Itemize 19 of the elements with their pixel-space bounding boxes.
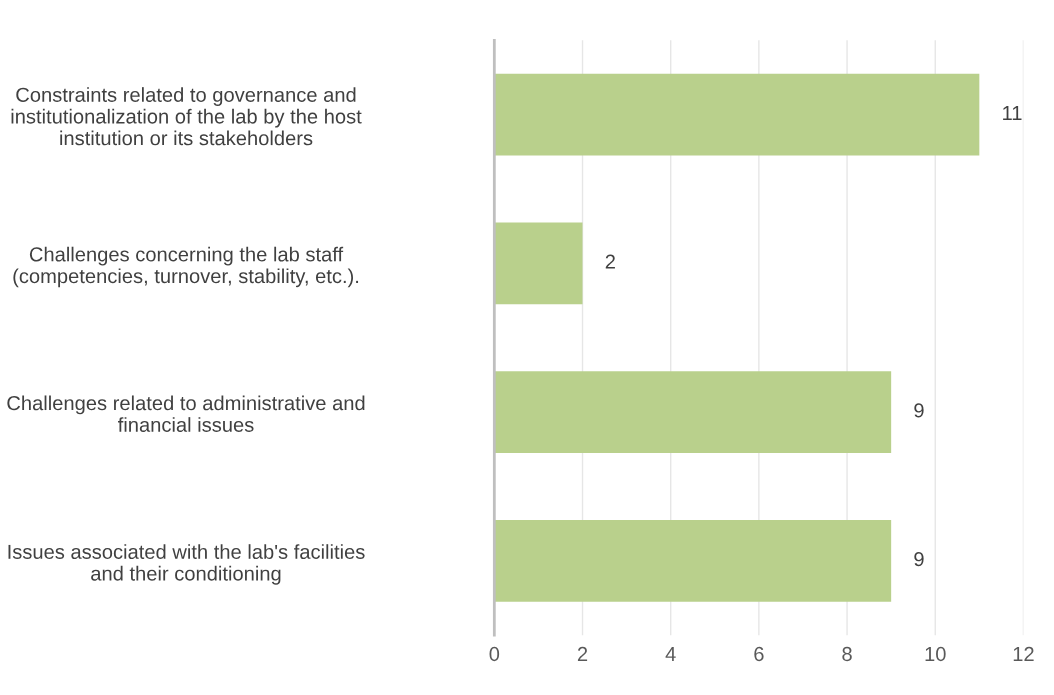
y-tick-label: Issues associated with the lab's facilities and their conditioning xyxy=(8,544,365,585)
x-tick-label: 8 xyxy=(842,646,852,662)
x-tick-label: 0 xyxy=(489,646,500,662)
x-tick-label: 10 xyxy=(925,646,946,662)
bar xyxy=(494,519,892,602)
y-tick-label: Challenges related to administrative and financial issues xyxy=(7,395,365,432)
data-label: 11 xyxy=(1003,106,1022,120)
data-label: 2 xyxy=(605,254,615,269)
bar xyxy=(494,222,583,305)
x-tick-label: 4 xyxy=(665,647,676,661)
y-tick-label: Challenges concerning the lab staff (competencies, turnover, stability, etc.). xyxy=(13,246,359,288)
bar xyxy=(494,73,980,156)
data-label: 9 xyxy=(914,403,924,418)
y-tick-label: Constraints related to governance and institutionalization of the lab by the host institution or its stakeholders xyxy=(11,87,362,146)
x-tick-label: 6 xyxy=(754,646,764,662)
data-label: 9 xyxy=(914,552,924,567)
x-tick-label: 2 xyxy=(577,646,588,661)
bar xyxy=(494,371,892,454)
x-tick-label: 12 xyxy=(1013,646,1034,661)
